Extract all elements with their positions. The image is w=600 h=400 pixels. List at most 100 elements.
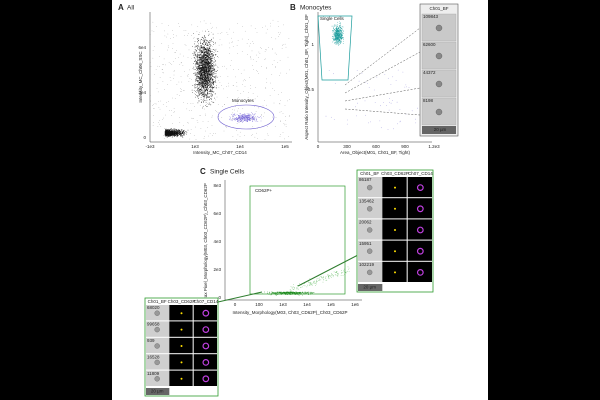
dot xyxy=(206,75,208,77)
dot xyxy=(269,292,271,294)
panel-letter: B xyxy=(290,3,296,12)
dot xyxy=(260,120,262,122)
dot xyxy=(207,54,209,56)
dot xyxy=(256,132,257,134)
dot xyxy=(274,90,275,91)
dot xyxy=(199,89,201,90)
dot xyxy=(347,119,348,121)
dot xyxy=(165,134,166,136)
dot xyxy=(202,71,204,73)
dot xyxy=(203,87,205,88)
dot xyxy=(197,76,198,78)
dot xyxy=(178,81,180,83)
dot xyxy=(209,49,211,51)
dot xyxy=(250,114,252,116)
dot xyxy=(163,64,164,66)
dot xyxy=(232,115,234,117)
dot xyxy=(170,130,172,132)
dot xyxy=(336,32,338,34)
dot xyxy=(204,47,205,48)
dot xyxy=(179,63,181,65)
dot xyxy=(199,62,201,64)
dot xyxy=(209,65,211,67)
dot xyxy=(214,73,216,74)
dot xyxy=(408,87,410,88)
dot xyxy=(241,38,243,40)
dot xyxy=(251,113,253,114)
dot xyxy=(211,95,213,97)
dot xyxy=(237,134,239,136)
dot xyxy=(336,41,338,43)
dot xyxy=(199,38,201,40)
dot xyxy=(313,292,315,293)
dot xyxy=(166,136,168,138)
dot xyxy=(244,120,246,122)
dot xyxy=(199,77,201,79)
dot xyxy=(236,114,238,115)
dot xyxy=(206,81,208,83)
dot xyxy=(244,117,246,118)
link-dashed xyxy=(344,27,421,86)
dot xyxy=(221,44,223,46)
dot xyxy=(183,101,184,103)
dot xyxy=(214,61,215,63)
dot xyxy=(216,70,217,72)
dot xyxy=(272,291,274,293)
dot xyxy=(203,92,205,94)
dot xyxy=(202,73,204,75)
dot xyxy=(174,132,175,133)
dot xyxy=(213,68,215,69)
dot xyxy=(202,51,204,53)
dot xyxy=(199,68,201,70)
dot xyxy=(153,46,155,47)
dot xyxy=(271,292,272,294)
dot xyxy=(203,56,205,58)
dot xyxy=(197,48,198,50)
dot xyxy=(182,135,184,137)
dot xyxy=(217,112,219,113)
dot xyxy=(196,61,197,63)
dot xyxy=(193,51,195,53)
dot xyxy=(240,120,241,122)
dot xyxy=(213,83,214,85)
dot xyxy=(200,59,201,61)
dot xyxy=(232,109,233,111)
dot xyxy=(175,131,177,133)
dot xyxy=(193,37,195,39)
dot xyxy=(209,96,210,98)
dot xyxy=(336,34,338,35)
dot xyxy=(209,89,211,91)
dot xyxy=(197,45,199,46)
dot xyxy=(334,38,336,40)
dot xyxy=(254,116,255,118)
dot xyxy=(204,49,206,50)
dot xyxy=(185,30,187,32)
dot xyxy=(208,77,209,79)
dot xyxy=(254,118,256,119)
dot xyxy=(209,103,211,105)
dot xyxy=(217,104,219,105)
dot xyxy=(337,29,339,30)
dot xyxy=(337,28,339,30)
dot xyxy=(170,63,171,64)
dot xyxy=(209,55,211,56)
dot xyxy=(191,110,192,111)
dot xyxy=(203,80,205,82)
dot xyxy=(153,31,155,33)
dot xyxy=(218,87,220,89)
dot xyxy=(264,139,266,140)
dot xyxy=(179,116,180,118)
dot xyxy=(205,54,206,55)
dot xyxy=(254,98,256,100)
dot xyxy=(370,121,371,123)
dot xyxy=(198,93,200,95)
dot xyxy=(201,92,203,94)
dot xyxy=(241,114,242,116)
dot xyxy=(152,57,154,59)
dot xyxy=(252,114,254,115)
dot xyxy=(204,57,206,59)
dot xyxy=(238,119,240,121)
dot xyxy=(199,53,201,55)
dot xyxy=(399,121,401,123)
dot xyxy=(171,135,173,137)
